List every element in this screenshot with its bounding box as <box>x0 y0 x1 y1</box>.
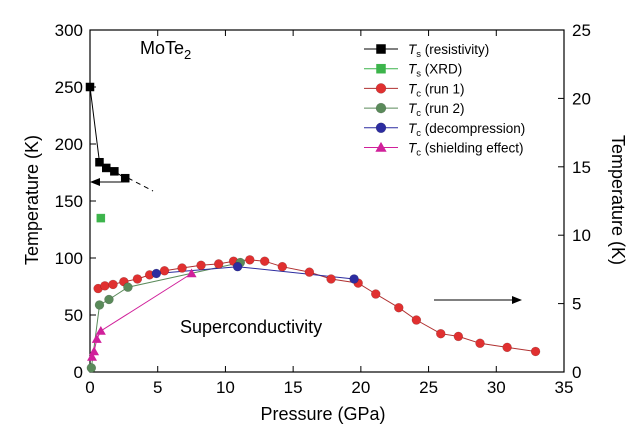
data-point-series-3 <box>123 282 133 292</box>
dashed-extrapolation <box>127 177 154 192</box>
data-point-series-2 <box>245 255 255 265</box>
data-point-series-2 <box>100 281 110 291</box>
data-point-series-2 <box>326 274 336 284</box>
x-tick-label: 15 <box>284 378 303 397</box>
data-point-series-4 <box>232 261 243 272</box>
right-axis-arrow <box>434 296 522 304</box>
x-tick-label: 5 <box>153 378 162 397</box>
superconductivity-label: Superconductivity <box>180 317 322 337</box>
y2-tick-label: 0 <box>572 363 581 382</box>
data-point-series-2 <box>159 266 170 276</box>
series-line-3 <box>90 262 241 368</box>
data-point-series-2 <box>411 315 422 325</box>
legend-label: Ts (resistivity) <box>408 42 489 60</box>
legend-label: Tc (run 2) <box>408 101 465 119</box>
data-point-series-2 <box>177 263 187 273</box>
legend-marker <box>375 83 387 94</box>
legend-marker <box>376 44 386 54</box>
data-point-series-0 <box>102 163 111 173</box>
legend-entry: Tc (shielding effect) <box>364 141 524 159</box>
data-point-series-5 <box>91 334 102 343</box>
legend-entry: Tc (run 1) <box>364 81 465 99</box>
data-point-series-2 <box>196 260 206 271</box>
y2-tick-label: 5 <box>572 295 581 314</box>
data-point-series-0 <box>95 157 104 167</box>
legend-label: Tc (run 1) <box>408 81 465 99</box>
data-point-series-2 <box>132 274 143 284</box>
data-point-series-2 <box>453 331 464 342</box>
data-point-series-3 <box>104 294 114 305</box>
plot-frame <box>89 29 565 373</box>
legend-marker <box>376 63 386 74</box>
y-tick-label: 0 <box>74 363 83 382</box>
data-point-series-0 <box>85 82 95 92</box>
data-point-series-5 <box>186 268 197 278</box>
data-point-series-4 <box>151 268 162 279</box>
x-tick-label: 25 <box>419 378 438 397</box>
y-axis-title: Temperature (K) <box>22 135 42 265</box>
legend-label: Tc (shielding effect) <box>408 141 524 159</box>
y-tick-label: 100 <box>55 249 83 268</box>
x-tick-label: 10 <box>216 378 235 397</box>
data-point-series-2 <box>530 346 541 357</box>
x-tick-label: 35 <box>555 378 574 397</box>
data-point-series-2 <box>475 338 485 349</box>
data-point-series-5 <box>87 351 98 361</box>
compound-label: MoTe2 <box>140 38 191 62</box>
x-axis-title: Pressure (GPa) <box>260 404 385 424</box>
data-point-series-2 <box>108 279 118 290</box>
x-tick-label: 20 <box>351 378 370 397</box>
axes: 0 5 10 15 20 25 30 3505010015020025030005101520… <box>55 21 591 397</box>
data-point-series-2 <box>394 302 404 313</box>
y2-tick-label: 15 <box>572 158 591 177</box>
y-tick-label: 250 <box>55 78 83 97</box>
y2-tick-label: 20 <box>572 89 591 108</box>
legend-marker <box>375 102 387 114</box>
left-axis-arrow <box>90 178 124 186</box>
data-point-series-3 <box>94 300 105 310</box>
data-point-series-5 <box>89 346 100 356</box>
x-tick-label: 0 <box>85 378 94 397</box>
data-point-series-2 <box>277 261 288 272</box>
data-point-series-2 <box>213 259 224 269</box>
y2-tick-label: 25 <box>572 21 591 40</box>
y2-axis-title: Temperature (K) <box>608 135 628 265</box>
data-point-series-2 <box>259 256 270 266</box>
y-tick-label: 50 <box>64 306 83 325</box>
data-point-series-4 <box>349 274 359 284</box>
legend-marker <box>375 122 387 134</box>
legend-entry: Ts (resistivity) <box>364 42 489 60</box>
legend-label: Tc (decompression) <box>408 121 525 139</box>
data-point-series-2 <box>304 267 315 277</box>
data-point-series-5 <box>95 325 106 335</box>
x-tick-label: 30 <box>487 378 506 397</box>
data-point-series-3 <box>86 363 97 373</box>
legend-entry: Tc (decompression) <box>364 121 525 139</box>
data-point-series-0 <box>110 167 119 176</box>
legend: Ts (resistivity) Ts (XRD)Tc (run 1) Tc (ru… <box>364 42 525 159</box>
data-point-series-1 <box>96 213 106 223</box>
y-tick-label: 200 <box>55 135 83 154</box>
legend-entry: Ts (XRD) <box>364 62 462 80</box>
legend-entry: Tc (run 2) <box>364 101 465 119</box>
y-tick-label: 150 <box>55 192 83 211</box>
legend-marker <box>375 141 387 152</box>
data-point-series-2 <box>371 289 381 299</box>
data-point-series-2 <box>502 342 512 353</box>
data-point-series-2 <box>436 328 446 339</box>
y-tick-label: 300 <box>55 21 83 40</box>
data-points <box>85 82 541 373</box>
y2-tick-label: 10 <box>572 226 591 245</box>
legend-label: Ts (XRD) <box>408 62 462 80</box>
